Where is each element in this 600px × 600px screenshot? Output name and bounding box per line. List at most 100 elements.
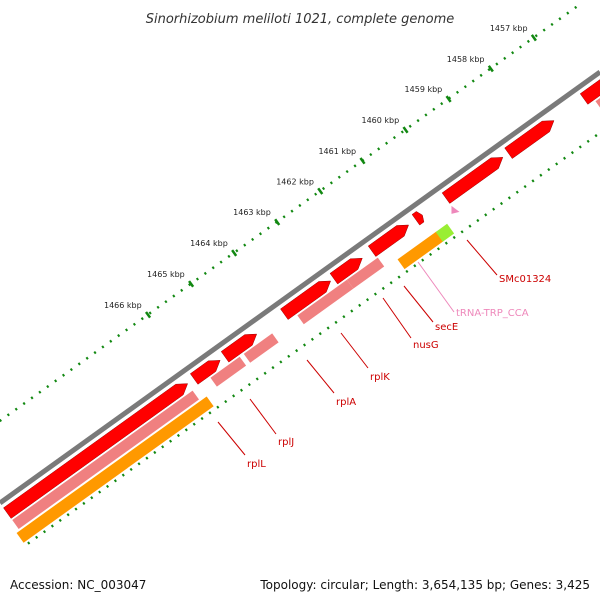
map-title: Sinorhizobium meliloti 1021, complete ge… bbox=[146, 12, 455, 27]
outer-minor-tick bbox=[511, 51, 515, 55]
inner-minor-tick bbox=[58, 518, 62, 522]
inner-minor-tick bbox=[35, 535, 39, 539]
inner-minor-tick bbox=[397, 275, 401, 279]
outer-minor-tick bbox=[93, 350, 97, 355]
inner-minor-tick bbox=[547, 167, 551, 172]
outer-minor-tick bbox=[61, 373, 66, 377]
outer-minor-tick bbox=[22, 401, 26, 406]
inner-minor-tick bbox=[27, 541, 31, 545]
cds-arrow bbox=[280, 280, 331, 320]
outer-minor-tick bbox=[282, 215, 286, 219]
major-tick bbox=[231, 249, 238, 257]
inner-minor-tick bbox=[216, 405, 220, 409]
inner-minor-tick bbox=[429, 252, 433, 257]
outer-minor-tick bbox=[266, 226, 270, 230]
inner-minor-tick bbox=[208, 411, 212, 415]
outer-minor-tick bbox=[321, 186, 326, 191]
inner-minor-tick bbox=[350, 309, 354, 313]
leader-line bbox=[217, 421, 246, 456]
outer-minor-tick bbox=[38, 390, 42, 394]
inner-minor-tick bbox=[476, 218, 480, 223]
major-tick bbox=[402, 126, 409, 134]
gene-label-sece: secE bbox=[435, 322, 458, 333]
outer-minor-tick bbox=[54, 379, 58, 383]
outer-minor-tick bbox=[14, 407, 18, 411]
outer-minor-tick bbox=[574, 5, 578, 10]
inner-minor-tick bbox=[570, 151, 574, 155]
major-tick bbox=[317, 187, 324, 195]
outer-minor-tick bbox=[298, 203, 302, 208]
gene-labels: SMc01324 tRNA-TRP_CCA secE nusG rplK rplA rplJ… bbox=[217, 239, 551, 470]
outer-minor-tick bbox=[156, 305, 160, 309]
outer-minor-tick bbox=[424, 113, 428, 117]
inner-minor-tick bbox=[113, 479, 117, 483]
outer-minor-tick bbox=[195, 277, 199, 281]
inner-minor-tick bbox=[105, 484, 110, 489]
outer-minor-tick bbox=[526, 39, 530, 44]
inner-minor-tick bbox=[287, 354, 291, 358]
rna-band bbox=[16, 396, 214, 543]
inner-minor-tick bbox=[381, 286, 385, 290]
inner-minor-tick bbox=[82, 501, 86, 505]
inner-minor-tick bbox=[302, 343, 307, 347]
inner-minor-tick bbox=[507, 196, 511, 200]
cds-light-band bbox=[210, 356, 247, 387]
gene-label-rplj: rplJ bbox=[278, 437, 294, 448]
inner-minor-tick bbox=[224, 399, 228, 404]
outer-minor-tick bbox=[140, 317, 144, 321]
trna-feature bbox=[435, 223, 455, 242]
outer-minor-tick bbox=[487, 68, 491, 72]
trna-marker bbox=[451, 205, 460, 214]
inner-minor-tick bbox=[239, 388, 244, 392]
outer-minor-tick bbox=[440, 102, 444, 106]
outer-minor-tick bbox=[203, 271, 207, 275]
outer-minor-tick bbox=[227, 254, 231, 259]
gene-label-rplk: rplK bbox=[370, 372, 390, 383]
inner-minor-tick bbox=[594, 134, 598, 138]
inner-minor-tick bbox=[562, 156, 567, 160]
outer-minor-tick bbox=[30, 396, 34, 400]
inner-minor-tick bbox=[373, 292, 377, 296]
outer-minor-tick bbox=[345, 169, 349, 174]
inner-minor-tick bbox=[342, 315, 346, 319]
outer-minor-tick bbox=[188, 283, 192, 287]
tick-label-1461-kbp: 1461 kbp bbox=[318, 147, 356, 156]
tick-label-1458-kbp: 1458 kbp bbox=[447, 55, 485, 64]
inner-minor-tick bbox=[405, 269, 409, 274]
inner-minor-tick bbox=[484, 213, 488, 217]
outer-minor-tick bbox=[353, 164, 357, 168]
leader-line bbox=[382, 297, 412, 339]
outer-minor-tick bbox=[416, 119, 420, 123]
outer-minor-tick bbox=[6, 413, 10, 417]
leader-line bbox=[403, 285, 434, 323]
inner-minor-tick bbox=[358, 303, 362, 307]
outer-minor-tick bbox=[46, 384, 50, 389]
outer-minor-tick bbox=[550, 22, 554, 27]
outer-minor-tick bbox=[258, 232, 263, 236]
tick-label-1462-kbp: 1462 kbp bbox=[276, 177, 314, 186]
outer-minor-tick bbox=[566, 11, 570, 15]
inner-minor-tick bbox=[200, 416, 204, 421]
inner-minor-tick bbox=[176, 433, 180, 438]
genome-stats: Topology: circular; Length: 3,654,135 bp… bbox=[260, 578, 590, 592]
cds-light-band bbox=[595, 98, 600, 108]
major-tick bbox=[487, 65, 494, 73]
inner-minor-tick bbox=[531, 179, 535, 183]
inner-minor-tick bbox=[436, 247, 440, 251]
tick-label-1466-kbp: 1466 kbp bbox=[104, 301, 142, 310]
inner-minor-tick bbox=[153, 450, 157, 455]
cds-arrow bbox=[3, 383, 188, 519]
outer-minor-tick bbox=[534, 34, 538, 38]
tick-label-1459-kbp: 1459 kbp bbox=[405, 85, 443, 94]
outer-minor-tick bbox=[377, 147, 381, 151]
cds-light-band bbox=[12, 390, 199, 529]
inner-minor-tick bbox=[90, 496, 94, 500]
inner-minor-tick bbox=[365, 298, 370, 302]
inner-minor-tick bbox=[421, 258, 425, 262]
outer-minor-tick bbox=[235, 249, 239, 253]
outer-minor-tick bbox=[448, 96, 452, 100]
outer-minor-tick bbox=[251, 237, 255, 242]
inner-minor-tick bbox=[499, 201, 504, 206]
major-tick bbox=[445, 95, 452, 103]
